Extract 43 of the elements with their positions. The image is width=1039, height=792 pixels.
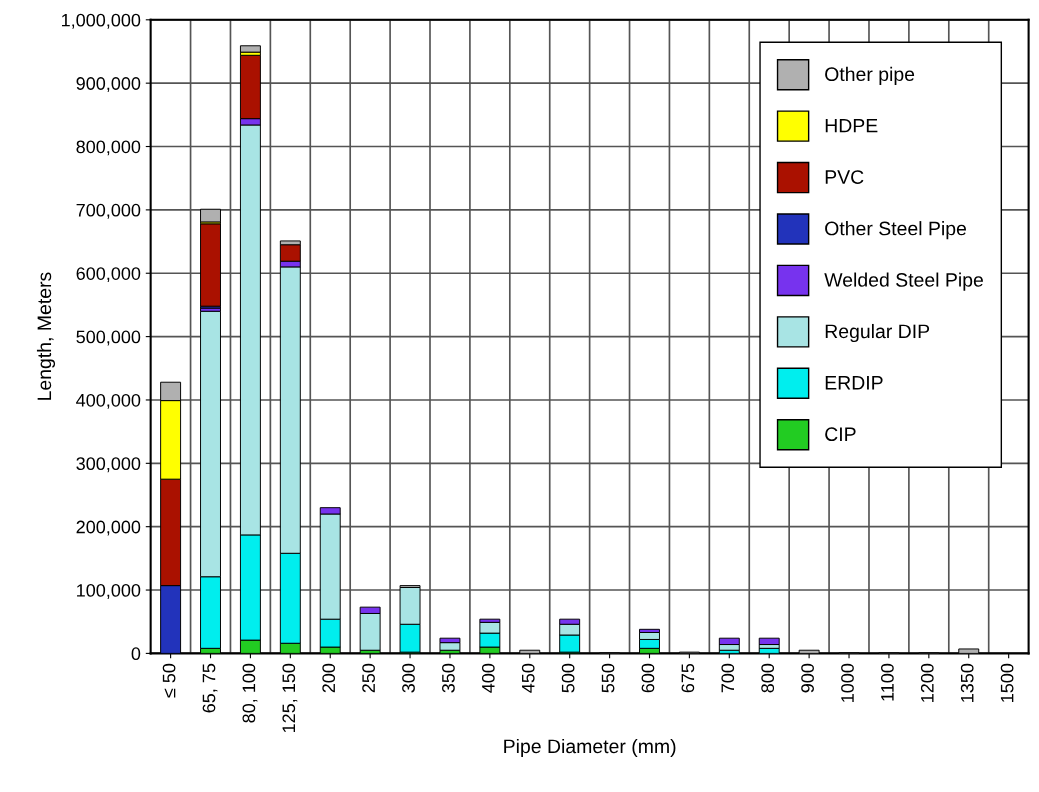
x-tick-label: 1100 xyxy=(881,663,894,701)
x-tick-label: 200 xyxy=(322,663,336,693)
y-axis-title: Length, Meters xyxy=(36,272,56,400)
x-tick-label: ≤ 50 xyxy=(162,663,176,698)
x-tick-label: 65, 75 xyxy=(202,663,218,713)
x-tick-label: 500 xyxy=(561,663,575,693)
x-tick-label: 900 xyxy=(801,663,814,693)
y-tick-label: 100,000 xyxy=(77,583,141,599)
y-tick-label: 900,000 xyxy=(76,77,141,93)
y-tick-label: 0 xyxy=(131,647,141,661)
x-tick-label: 1350 xyxy=(960,663,974,702)
legend-label: CIP xyxy=(825,427,856,442)
x-tick-label: 1000 xyxy=(841,663,854,702)
legend-label: Regular DIP xyxy=(825,323,930,343)
x-tick-label: 1500 xyxy=(1000,663,1014,702)
legend-label: PVC xyxy=(825,170,864,184)
x-tick-label: 400 xyxy=(481,663,495,693)
y-tick-label: 500,000 xyxy=(76,330,141,346)
x-tick-label: 600 xyxy=(641,663,655,693)
legend-label: Other pipe xyxy=(825,66,915,85)
x-tick-label: 450 xyxy=(521,663,535,693)
x-tick-label: 80, 100 xyxy=(242,663,258,723)
x-tick-label: 300 xyxy=(402,663,415,693)
y-tick-label: 1,000,000 xyxy=(61,13,141,29)
legend-label: HDPE xyxy=(825,118,878,133)
x-tick-label: 700 xyxy=(721,663,735,693)
y-tick-label: 700,000 xyxy=(76,203,141,219)
y-tick-label: 400,000 xyxy=(76,393,141,409)
x-tick-label: 250 xyxy=(362,663,375,693)
y-tick-label: 600,000 xyxy=(76,267,141,283)
x-tick-label: 125, 150 xyxy=(282,663,298,733)
x-tick-label: 550 xyxy=(601,663,615,693)
x-tick-label: 350 xyxy=(442,663,455,693)
x-axis-title: Pipe Diameter (mm) xyxy=(504,738,676,758)
x-tick-label: 800 xyxy=(761,663,775,693)
legend-label: Welded Steel Pipe xyxy=(824,272,983,291)
x-tick-label: 675 xyxy=(681,663,695,693)
y-tick-label: 200,000 xyxy=(76,520,141,536)
x-tick-label: 1200 xyxy=(920,663,934,702)
y-tick-label: 300,000 xyxy=(76,457,141,473)
legend-label: Other Steel Pipe xyxy=(825,221,967,240)
legend-label: ERDIP xyxy=(825,376,883,390)
y-tick-label: 800,000 xyxy=(76,140,141,156)
